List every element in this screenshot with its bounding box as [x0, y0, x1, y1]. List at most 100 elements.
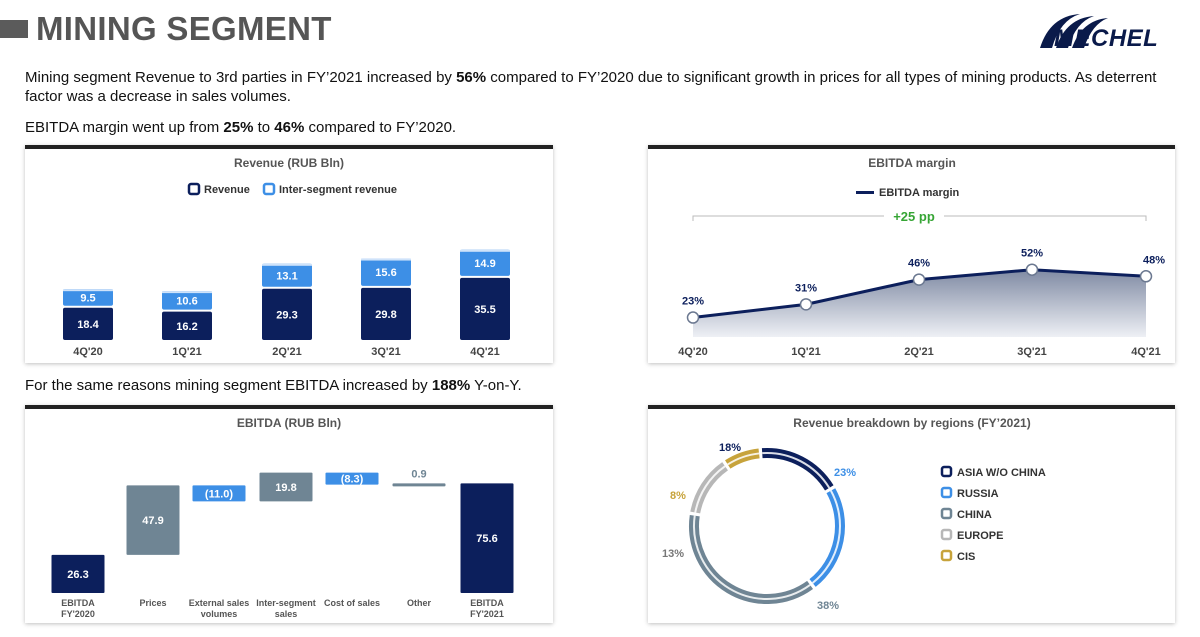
- revenue-bar: [460, 277, 510, 340]
- x-tick-label: EBITDA: [61, 598, 95, 608]
- waterfall-bar-label: 0.9: [411, 468, 426, 480]
- inter-segment-bar-highlight: [63, 289, 113, 292]
- chart-title: Revenue breakdown by regions (FY’2021): [793, 416, 1030, 430]
- revenue-bar: [63, 307, 113, 340]
- legend-label-inter-segment: Inter-segment revenue: [279, 184, 397, 196]
- margin-chart-card: EBITDA margin EBITDA margin +25 pp 23% 4Q'20…: [648, 145, 1175, 363]
- legend-label-ebitda-margin: EBITDA margin: [879, 187, 960, 199]
- chart-title: Revenue (RUB Bln): [234, 156, 344, 170]
- x-tick-label: Prices: [139, 598, 166, 608]
- legend-marker: [940, 486, 953, 499]
- waterfall-bar-label: 47.9: [142, 515, 163, 527]
- waterfall-bar: [126, 485, 180, 555]
- legend-marker: [940, 528, 953, 541]
- waterfall-bar: [460, 483, 514, 593]
- annotation-background: [884, 207, 944, 225]
- donut-slice-highlight: [811, 490, 841, 584]
- logo-text: MECHEL: [1054, 25, 1159, 52]
- inter-segment-bar-label: 10.6: [176, 295, 197, 307]
- donut-slice-label: 23%: [834, 467, 856, 479]
- revenue-bar: [262, 288, 312, 340]
- donut-slice-label: 38%: [817, 600, 839, 612]
- inter-segment-bar-highlight: [460, 249, 510, 252]
- waterfall-bar: [192, 485, 246, 502]
- revenue-bar-label: 29.8: [375, 309, 396, 321]
- waterfall-bar-label: 75.6: [476, 533, 497, 545]
- revenue-bar: [162, 311, 212, 340]
- inter-segment-bar-label: 9.5: [80, 292, 95, 304]
- margin-point-label: 48%: [1143, 254, 1165, 266]
- legend-label: EUROPE: [957, 530, 1003, 542]
- mechel-logo-icon: [1040, 14, 1108, 48]
- intro-ebitda-paragraph: For the same reasons mining segment EBIT…: [25, 377, 522, 394]
- x-tick-label: FY'2020: [61, 609, 95, 619]
- inter-segment-bar: [162, 291, 212, 310]
- margin-point: [799, 298, 813, 311]
- margin-point-label: 31%: [795, 282, 817, 294]
- legend-label: CHINA: [957, 509, 992, 521]
- donut-slice-label: 8%: [670, 490, 686, 502]
- x-tick-label: 1Q'21: [172, 346, 202, 358]
- x-tick-label: volumes: [201, 609, 238, 619]
- margin-point: [912, 273, 926, 286]
- legend-label: ASIA W/O CHINA: [957, 467, 1046, 479]
- waterfall-bar: [51, 554, 105, 593]
- x-tick-label: Other: [407, 598, 432, 608]
- revenue-bar-label: 18.4: [77, 319, 99, 331]
- waterfall-bar-label: 26.3: [67, 569, 88, 581]
- legend-label: CIS: [957, 551, 975, 563]
- legend-label-revenue: Revenue: [204, 184, 250, 196]
- waterfall-bar-label: (8.3): [341, 474, 364, 486]
- x-tick-label: Inter-segment: [256, 598, 316, 608]
- margin-point-label: 46%: [908, 258, 930, 270]
- revenue-bar: [361, 287, 411, 340]
- legend-marker: [940, 549, 953, 562]
- x-tick-label: 2Q'21: [272, 346, 302, 358]
- legend-marker: [940, 465, 953, 478]
- legend-marker: [940, 507, 953, 520]
- waterfall-bar-label: (11.0): [205, 488, 233, 500]
- legend-marker-ebitda-margin: [856, 191, 874, 194]
- intro-margin-paragraph: EBITDA margin went up from 25% to 46% co…: [25, 119, 457, 136]
- inter-segment-bar-highlight: [162, 291, 212, 294]
- revenue-bar-label: 29.3: [276, 309, 297, 321]
- x-tick-label: sales: [275, 609, 298, 619]
- donut-slice: [689, 514, 814, 604]
- ebitda-waterfall-chart: EBITDA (RUB Bln)26.3EBITDAFY'202047.9Pri…: [51, 416, 514, 619]
- x-tick-label: 4Q'20: [678, 346, 708, 358]
- x-tick-label: 1Q'21: [791, 346, 821, 358]
- annotation-change: +25 pp: [893, 209, 935, 224]
- waterfall-bar: [392, 483, 446, 487]
- donut-slice-label: 13%: [662, 548, 684, 560]
- margin-point: [686, 311, 700, 324]
- margin-point: [1025, 263, 1039, 276]
- waterfall-bar-label: 19.8: [275, 482, 296, 494]
- inter-segment-bar: [262, 263, 312, 287]
- x-tick-label: 2Q'21: [904, 346, 934, 358]
- x-tick-label: Cost of sales: [324, 598, 380, 608]
- x-tick-label: 4Q'21: [470, 346, 500, 358]
- inter-segment-bar-label: 15.6: [375, 267, 396, 279]
- revenue-bar-label: 16.2: [176, 321, 197, 333]
- chart-title: EBITDA margin: [868, 156, 956, 170]
- regions-chart-card: Revenue breakdown by regions (FY’2021) 18…: [648, 405, 1175, 623]
- x-tick-label: EBITDA: [470, 598, 504, 608]
- chart-title: EBITDA (RUB Bln): [237, 416, 341, 430]
- inter-segment-bar-label: 14.9: [474, 258, 495, 270]
- x-tick-label: External sales: [189, 598, 250, 608]
- inter-segment-bar-label: 13.1: [276, 270, 297, 282]
- x-tick-label: 4Q'21: [1131, 346, 1161, 358]
- margin-point-label: 23%: [682, 296, 704, 308]
- margin-chart: EBITDA margin EBITDA margin +25 pp 23% 4Q'20…: [678, 156, 1165, 358]
- inter-segment-bar: [460, 249, 510, 276]
- inter-segment-bar: [63, 289, 113, 306]
- revenue-bar-label: 35.5: [474, 304, 495, 316]
- x-tick-label: 3Q'21: [1017, 346, 1047, 358]
- margin-area: [693, 269, 1146, 337]
- donut-slice-highlight: [762, 452, 831, 489]
- regions-donut-chart: Revenue breakdown by regions (FY’2021) 18…: [662, 416, 1046, 612]
- waterfall-bar: [259, 472, 313, 502]
- donut-slice-highlight: [693, 515, 811, 600]
- intro-revenue-paragraph: Mining segment Revenue to 3rd parties in…: [25, 69, 1157, 105]
- donut-slice-label: 18%: [719, 442, 741, 454]
